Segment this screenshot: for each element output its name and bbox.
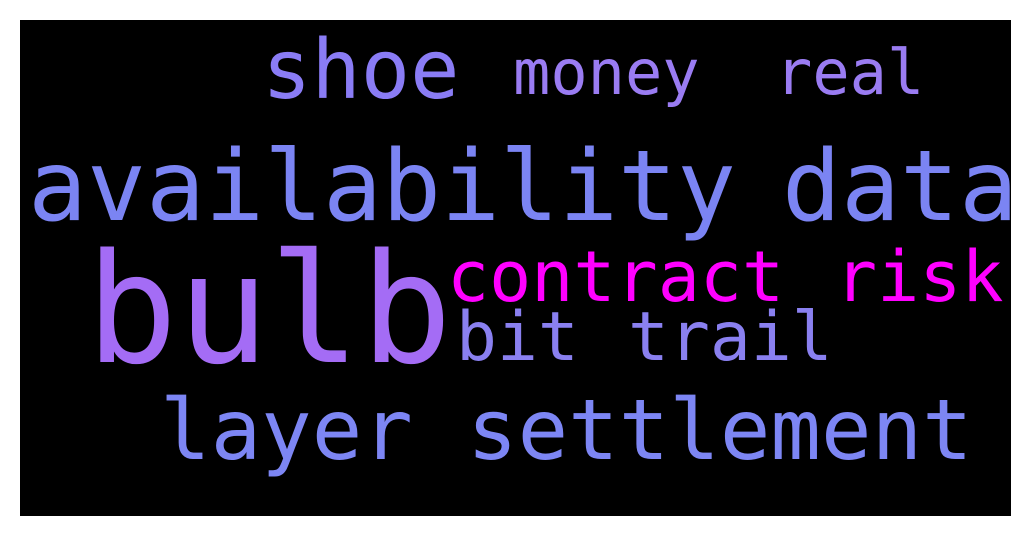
word-settlement: settlement bbox=[467, 381, 973, 479]
word-money: money bbox=[513, 36, 700, 109]
word-contract: contract bbox=[447, 236, 785, 318]
word-layer: layer bbox=[160, 381, 413, 479]
word-real: real bbox=[775, 36, 925, 109]
word-shoe: shoe bbox=[262, 23, 460, 118]
word-availability: availability bbox=[28, 130, 737, 244]
word-trail: trail bbox=[628, 298, 833, 377]
word-data: data bbox=[782, 130, 1011, 244]
word-bit: bit bbox=[456, 298, 579, 377]
word-bulb: bulb bbox=[86, 221, 453, 398]
word-risk: risk bbox=[835, 236, 1004, 318]
word-cloud: shoe money real availability data bulb c… bbox=[20, 20, 1011, 516]
